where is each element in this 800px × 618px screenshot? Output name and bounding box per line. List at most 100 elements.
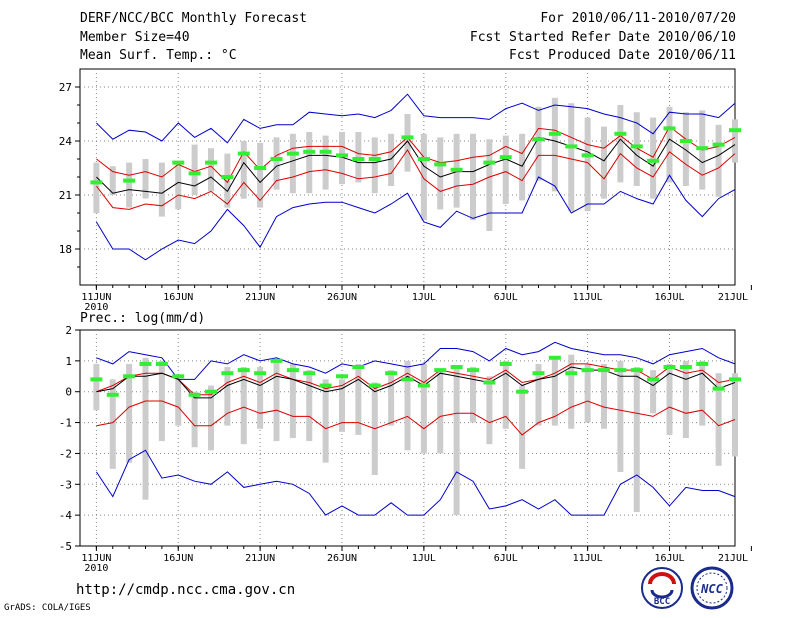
x-tick-label: 16JUL: [654, 292, 684, 303]
ensemble-box-bar: [568, 103, 575, 212]
observed-marker: [516, 389, 529, 394]
ensemble-box-bar: [289, 363, 296, 438]
y-tick-label: 0: [65, 386, 72, 399]
observed-marker: [188, 171, 201, 176]
ensemble-box-bar: [322, 135, 329, 190]
observed-marker: [205, 389, 217, 394]
ensemble-box-bar: [502, 360, 509, 429]
observed-marker: [270, 358, 283, 363]
ensemble-box-bar: [208, 148, 214, 192]
ensemble-box-bar: [273, 360, 280, 442]
ensemble-box-bar: [355, 363, 362, 435]
footer-url-link[interactable]: http://cmdp.ncc.cma.gov.cn: [76, 582, 296, 598]
observed-marker: [401, 377, 414, 382]
observed-marker: [106, 392, 119, 397]
ensemble-box-bar: [289, 133, 296, 194]
x-tick-year-label: 2010: [84, 302, 108, 313]
ensemble-box-bar: [142, 357, 149, 500]
observed-marker: [696, 146, 709, 151]
bcc-logo-icon: BCC: [641, 567, 683, 609]
y-tick-label: 24: [59, 135, 73, 148]
member-size-label: Member Size=40: [80, 30, 190, 45]
observed-marker: [352, 365, 365, 370]
ensemble-box-bar: [93, 363, 100, 411]
ensemble-box-bar: [224, 367, 231, 426]
observed-marker: [188, 392, 201, 397]
ensemble-box-bar: [486, 376, 493, 445]
ensemble-box-bar: [633, 367, 640, 513]
observed-marker: [598, 368, 610, 373]
observed-marker: [483, 380, 496, 385]
series-line-min: [95, 449, 736, 516]
ensemble-box-bar: [404, 360, 411, 451]
observed-marker: [712, 142, 725, 147]
observed-marker: [319, 149, 332, 154]
observed-marker: [303, 149, 316, 154]
ensemble-box-bar: [601, 363, 607, 429]
observed-marker: [663, 126, 676, 131]
x-tick-label: 1JUL: [412, 553, 436, 564]
observed-marker: [663, 365, 676, 370]
ensemble-box-bar: [339, 379, 345, 432]
observed-marker: [385, 371, 398, 376]
observed-marker: [581, 153, 594, 158]
ensemble-box-bar: [437, 370, 444, 454]
x-tick-label: 21JUN: [245, 553, 275, 564]
ensemble-box-bar: [322, 379, 329, 463]
bcc-logo-text: BCC: [654, 597, 670, 607]
ensemble-box-bar: [535, 363, 542, 426]
observed-marker: [647, 158, 660, 163]
ensemble-box-bar: [306, 370, 313, 442]
chart-title: DERF/NCC/BCC Monthly Forecast: [80, 11, 307, 26]
observed-marker: [237, 151, 250, 156]
observed-marker: [548, 131, 561, 136]
ensemble-box-bar: [191, 391, 198, 448]
ensemble-box-bar: [109, 166, 116, 195]
observed-marker: [319, 383, 332, 388]
x-tick-label: 21JUN: [245, 292, 275, 303]
ensemble-box-bar: [584, 363, 591, 423]
ensemble-box-bar: [126, 162, 133, 208]
observed-marker: [221, 175, 234, 179]
ensemble-box-bar: [420, 363, 427, 454]
observed-marker: [90, 377, 103, 382]
series-line-max: [96, 93, 736, 144]
observed-marker: [679, 139, 692, 143]
observed-marker: [565, 144, 578, 149]
observed-marker: [467, 368, 479, 373]
x-tick-label: 6JUL: [494, 553, 518, 564]
observed-marker: [417, 157, 430, 161]
observed-marker: [286, 151, 299, 156]
y-tick-label: 21: [59, 189, 72, 202]
ensemble-box-bar: [633, 112, 640, 186]
ensemble-box-bar: [306, 132, 313, 194]
forecast-produced-label: Fcst Produced Date 2010/06/11: [509, 48, 736, 63]
ensemble-box-bar: [617, 105, 624, 183]
observed-marker: [90, 180, 103, 185]
ensemble-box-bar: [682, 112, 689, 186]
x-tick-label: 26JUN: [327, 292, 357, 303]
observed-marker: [254, 371, 267, 376]
observed-marker: [417, 383, 430, 388]
y-tick-label: -4: [59, 509, 73, 522]
ensemble-box-bar: [732, 373, 738, 457]
series-line-ensemble_p75: [96, 125, 736, 184]
ensemble-box-bar: [535, 106, 542, 181]
ensemble-box-bar: [568, 354, 575, 429]
observed-marker: [532, 371, 545, 376]
ensemble-box-bar: [617, 360, 624, 472]
observed-marker: [172, 374, 185, 379]
observed-marker: [352, 157, 365, 161]
observed-marker: [123, 374, 136, 379]
x-tick-label: 11JUN: [81, 553, 111, 564]
forecast-started-label: Fcst Started Refer Date 2010/06/10: [469, 30, 736, 45]
ensemble-box-bar: [666, 106, 673, 183]
ensemble-box-bar: [404, 114, 411, 172]
y-tick-label: -3: [59, 478, 72, 491]
x-tick-label: 6JUL: [494, 292, 518, 303]
observed-marker: [254, 166, 267, 170]
observed-marker: [237, 368, 250, 373]
ensemble-box-bar: [584, 117, 591, 212]
